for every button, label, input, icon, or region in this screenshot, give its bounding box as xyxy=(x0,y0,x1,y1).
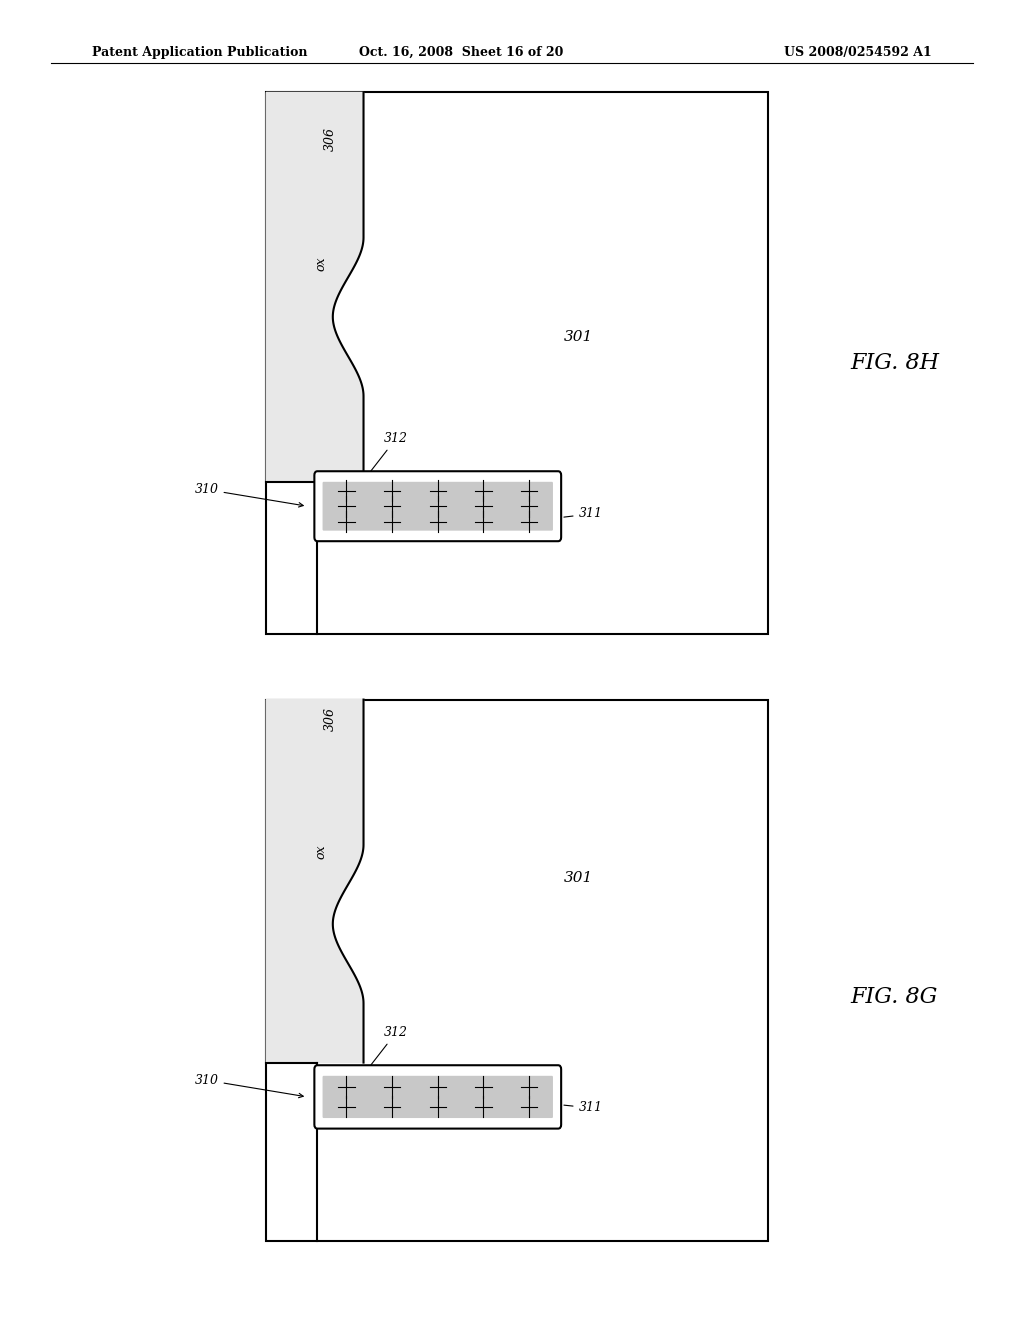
Text: Oct. 16, 2008  Sheet 16 of 20: Oct. 16, 2008 Sheet 16 of 20 xyxy=(358,46,563,59)
Text: ox: ox xyxy=(314,845,327,858)
Text: 306: 306 xyxy=(325,127,337,150)
Polygon shape xyxy=(266,92,364,482)
Text: 301: 301 xyxy=(564,330,593,343)
FancyBboxPatch shape xyxy=(323,1076,553,1118)
FancyBboxPatch shape xyxy=(314,471,561,541)
Text: 311: 311 xyxy=(564,1101,602,1114)
Text: 311: 311 xyxy=(564,507,602,520)
Text: 312: 312 xyxy=(371,1026,408,1065)
Text: Patent Application Publication: Patent Application Publication xyxy=(92,46,307,59)
Text: 310: 310 xyxy=(195,1073,303,1098)
Text: 310: 310 xyxy=(195,483,303,507)
Text: US 2008/0254592 A1: US 2008/0254592 A1 xyxy=(784,46,932,59)
Polygon shape xyxy=(266,700,364,1063)
Text: ox: ox xyxy=(314,257,327,271)
FancyBboxPatch shape xyxy=(314,1065,561,1129)
Text: 312: 312 xyxy=(371,432,408,471)
Text: 301: 301 xyxy=(564,871,593,884)
Text: FIG. 8H: FIG. 8H xyxy=(850,352,939,374)
FancyBboxPatch shape xyxy=(323,482,553,531)
Text: FIG. 8G: FIG. 8G xyxy=(850,986,937,1007)
Text: 306: 306 xyxy=(325,708,337,731)
